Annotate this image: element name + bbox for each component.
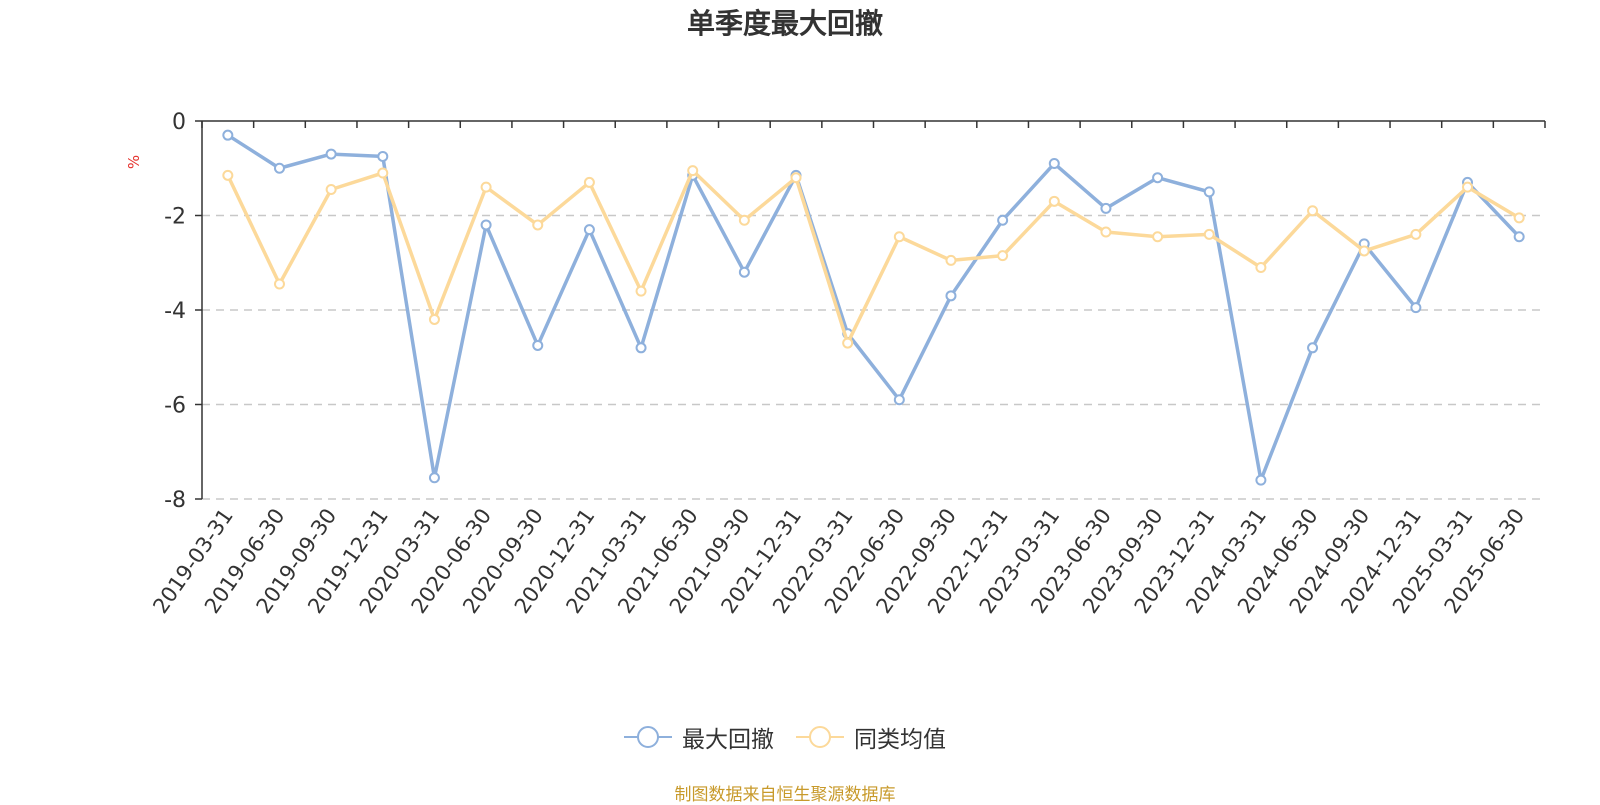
data-point[interactable]	[273, 162, 285, 174]
y-tick-label: -6	[164, 394, 186, 419]
data-point[interactable]	[1048, 158, 1060, 170]
data-point[interactable]	[997, 250, 1009, 262]
data-point[interactable]	[480, 181, 492, 193]
chart-title: 单季度最大回撤	[686, 7, 883, 40]
data-point[interactable]	[738, 214, 750, 226]
data-point[interactable]	[532, 339, 544, 351]
data-point[interactable]	[1307, 205, 1319, 217]
data-point[interactable]	[1255, 261, 1267, 273]
y-tick-label: -8	[164, 488, 186, 513]
data-point[interactable]	[428, 313, 440, 325]
data-point[interactable]	[842, 337, 854, 349]
legend-label-peer-average: 同类均值	[854, 727, 946, 753]
data-point[interactable]	[790, 172, 802, 184]
legend-swatch-max-drawdown	[624, 726, 672, 748]
data-point[interactable]	[1203, 228, 1215, 240]
data-point[interactable]	[635, 285, 647, 297]
series-line-1	[226, 168, 1521, 345]
data-point[interactable]	[1152, 172, 1164, 184]
data-point[interactable]	[997, 214, 1009, 226]
y-tick-label: 0	[172, 110, 186, 135]
y-tick-label: -2	[164, 205, 186, 230]
data-point[interactable]	[1255, 474, 1267, 486]
data-point[interactable]	[893, 394, 905, 406]
data-point[interactable]	[1100, 202, 1112, 214]
data-point[interactable]	[945, 254, 957, 266]
data-point[interactable]	[377, 167, 389, 179]
data-point[interactable]	[1513, 212, 1525, 224]
data-point[interactable]	[583, 224, 595, 236]
data-point[interactable]	[1410, 228, 1422, 240]
data-point[interactable]	[222, 169, 234, 181]
data-point[interactable]	[738, 266, 750, 278]
legend-item-peer-average[interactable]: 同类均值	[796, 720, 946, 754]
data-point[interactable]	[377, 150, 389, 162]
data-point[interactable]	[222, 129, 234, 141]
data-point[interactable]	[1048, 195, 1060, 207]
data-point[interactable]	[1462, 181, 1474, 193]
data-point[interactable]	[1100, 226, 1112, 238]
source-note: 制图数据来自恒生聚源数据库	[674, 785, 896, 805]
data-point[interactable]	[1410, 302, 1422, 314]
data-point[interactable]	[480, 219, 492, 231]
data-point[interactable]	[893, 231, 905, 243]
data-point[interactable]	[325, 148, 337, 160]
data-point[interactable]	[1513, 231, 1525, 243]
legend: 最大回撤 同类均值	[0, 720, 1570, 754]
y-axis-unit-label: %	[125, 155, 143, 169]
data-point[interactable]	[1152, 231, 1164, 243]
series-layer	[222, 129, 1525, 486]
data-point[interactable]	[583, 176, 595, 188]
data-point[interactable]	[687, 165, 699, 177]
data-point[interactable]	[1358, 245, 1370, 257]
data-point[interactable]	[635, 342, 647, 354]
legend-item-max-drawdown[interactable]: 最大回撤	[624, 720, 774, 754]
data-point[interactable]	[325, 184, 337, 196]
axes: 0-2-4-6-82019-03-312019-06-302019-09-302…	[148, 110, 1546, 618]
legend-swatch-peer-average	[796, 726, 844, 748]
data-point[interactable]	[428, 472, 440, 484]
legend-label-max-drawdown: 最大回撤	[682, 727, 774, 753]
data-point[interactable]	[273, 278, 285, 290]
y-tick-label: -4	[164, 299, 186, 324]
data-point[interactable]	[1307, 342, 1319, 354]
data-point[interactable]	[1203, 186, 1215, 198]
data-point[interactable]	[532, 219, 544, 231]
data-point[interactable]	[945, 290, 957, 302]
series-line-0	[226, 133, 1521, 482]
grid-lines	[202, 214, 1545, 500]
